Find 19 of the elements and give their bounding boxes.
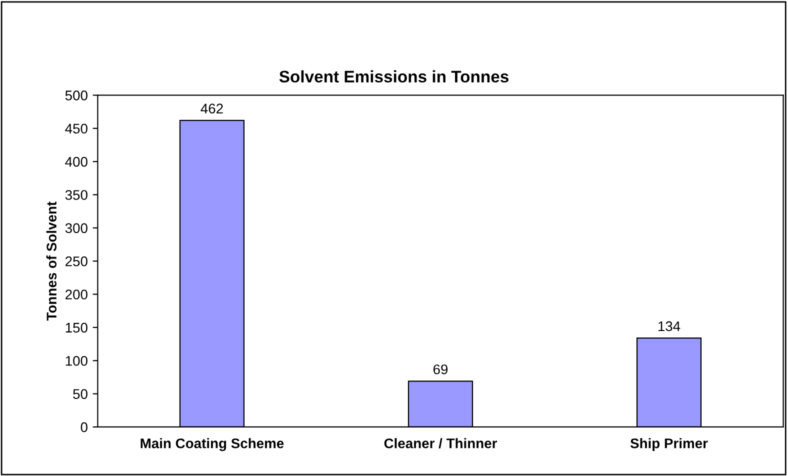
y-tick-label: 450 bbox=[65, 124, 88, 134]
x-tick-label: Cleaner / Thinner bbox=[384, 438, 498, 448]
x-tick-label: Ship Primer bbox=[630, 438, 708, 452]
y-tick-label: 100 bbox=[66, 356, 88, 366]
y-tick-label: 0 bbox=[80, 422, 88, 432]
x-tick-label: Main Coating Scheme bbox=[140, 438, 284, 452]
y-tick-label: 300 bbox=[65, 223, 88, 234]
y-tick-label: 250 bbox=[66, 256, 88, 266]
y-tick-label: 150 bbox=[66, 322, 88, 333]
chart-title: Solvent Emissions in Tonnes bbox=[279, 70, 508, 83]
y-tick-label: 500 bbox=[65, 90, 88, 100]
y-tick-label: 350 bbox=[65, 190, 88, 200]
y-axis-title: Tonnes of Solvent bbox=[46, 202, 57, 321]
data-label: 134 bbox=[658, 321, 680, 332]
data-label: 462 bbox=[200, 104, 223, 114]
data-label: 69 bbox=[433, 364, 448, 374]
y-tick-label: 50 bbox=[73, 389, 88, 399]
y-tick-label: 200 bbox=[66, 290, 88, 300]
y-tick-label: 400 bbox=[65, 156, 88, 167]
